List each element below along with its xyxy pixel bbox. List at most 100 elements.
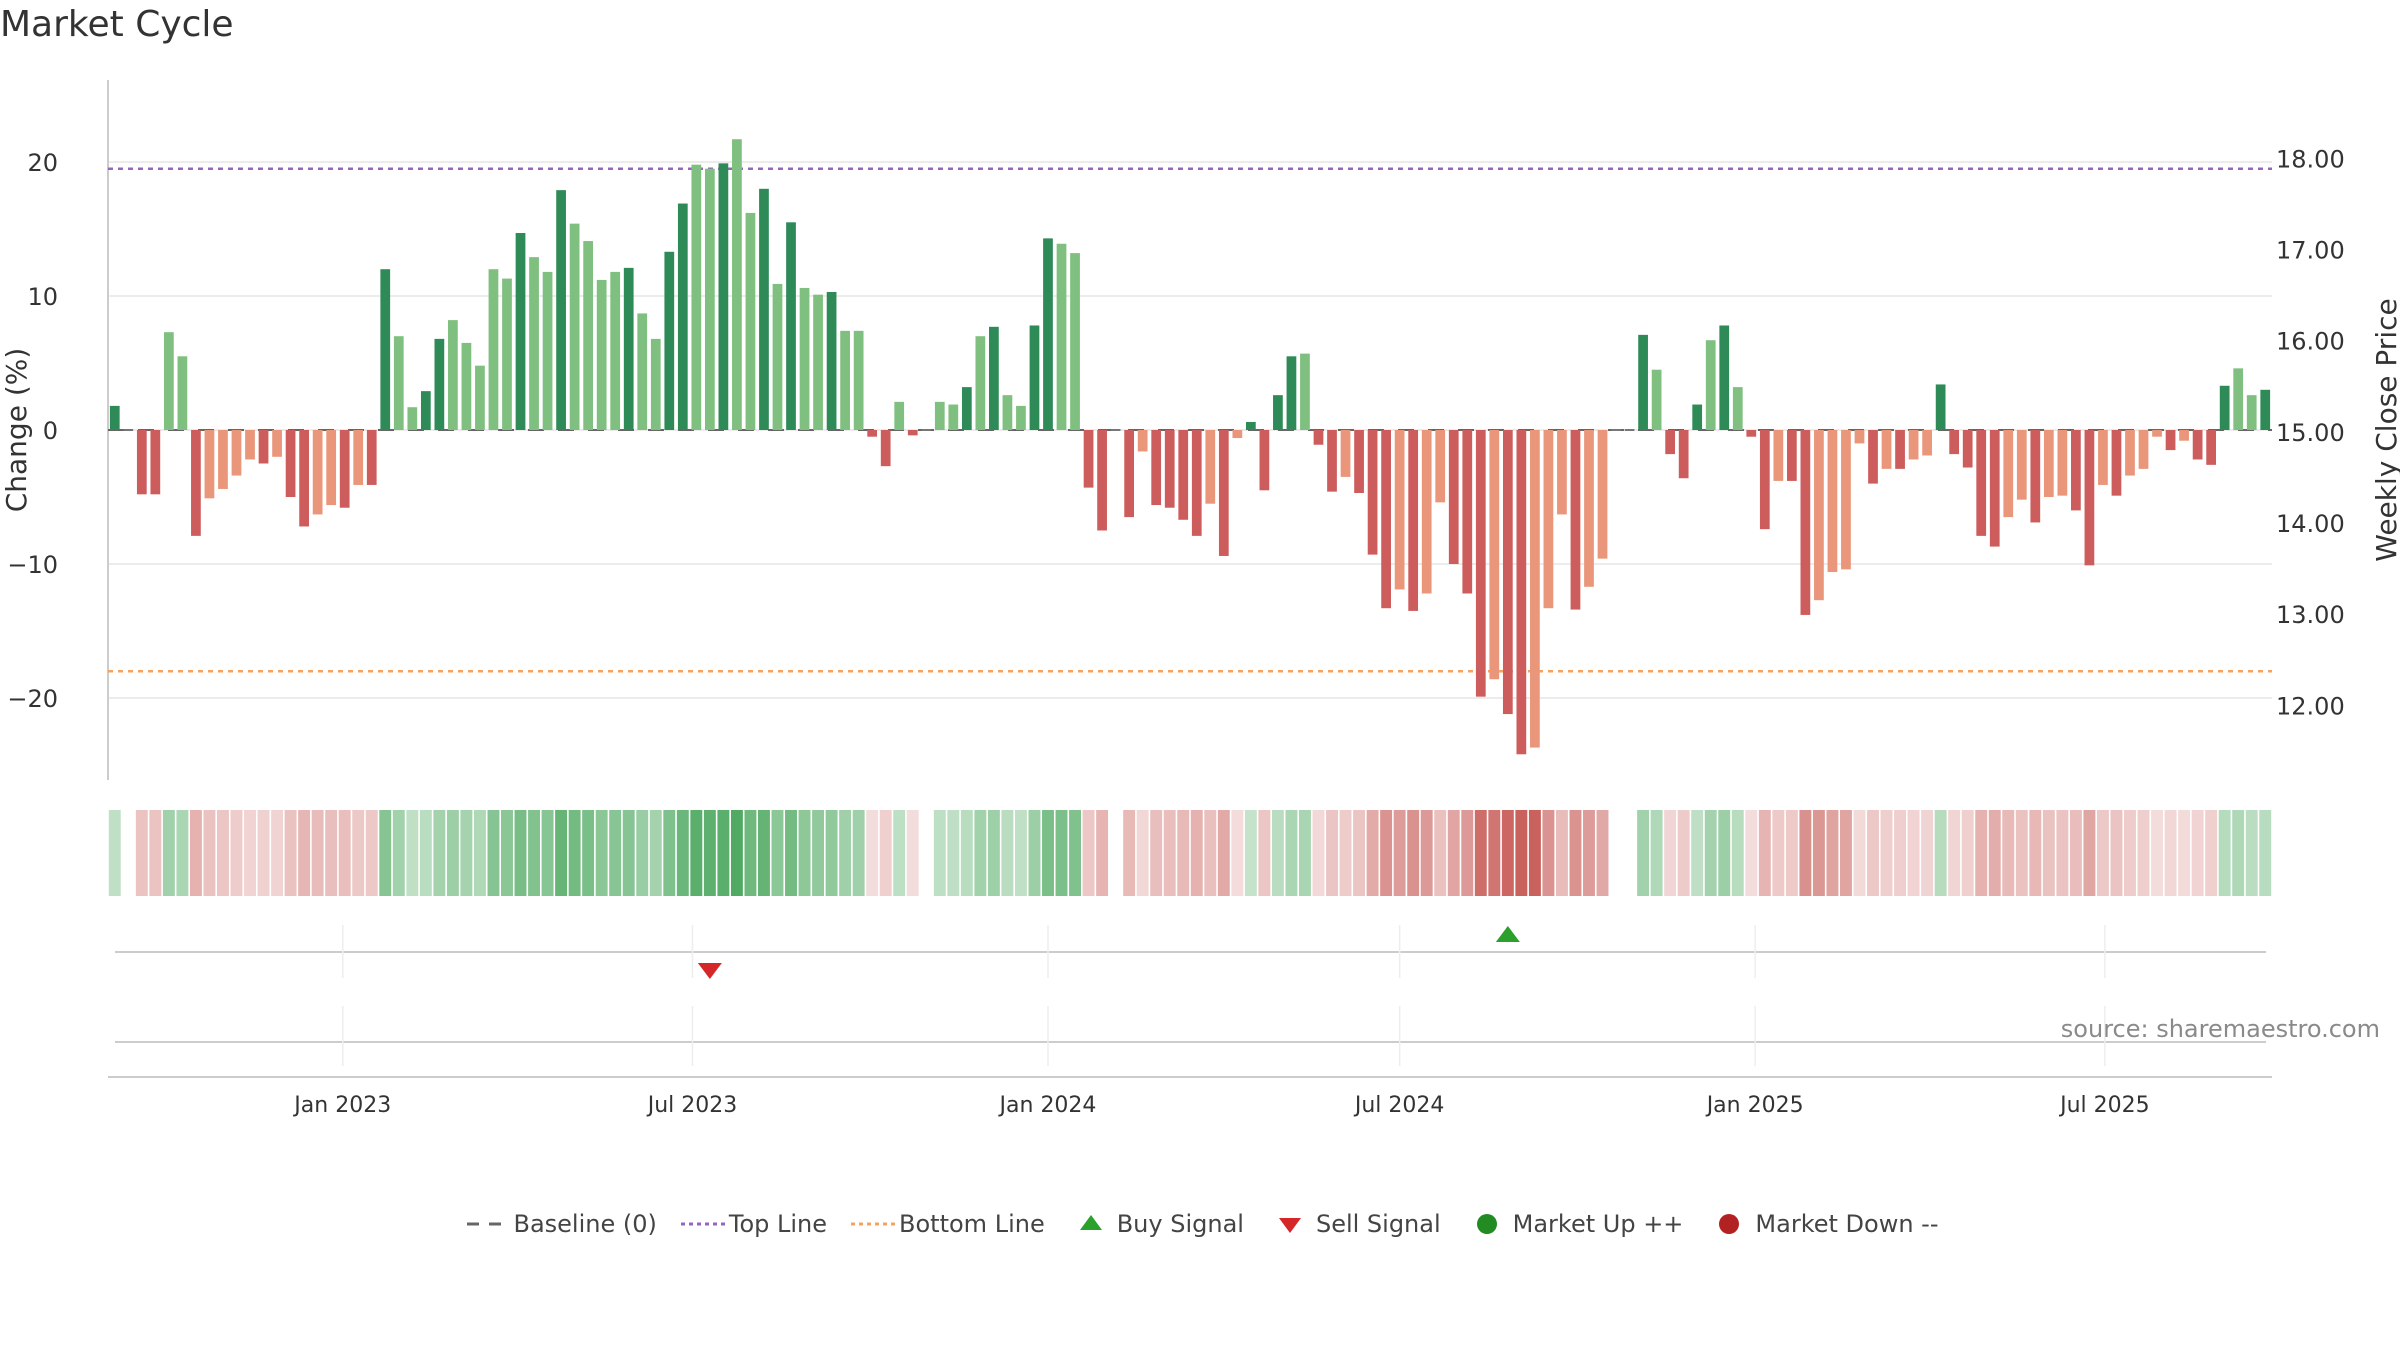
bar [704, 168, 715, 430]
bar [1800, 430, 1811, 615]
heat-cell [1718, 810, 1731, 896]
x-tick-label: Jan 2025 [1705, 1093, 1804, 1118]
bar [745, 212, 756, 430]
bar [272, 430, 282, 457]
y2-axis-title: Weekly Close Price [2370, 298, 2400, 561]
heat-cell [1488, 810, 1501, 896]
bar [1692, 404, 1703, 430]
bar [2111, 430, 2122, 496]
heat-cell [1190, 810, 1203, 896]
bar [1732, 387, 1743, 430]
bar [583, 241, 594, 430]
heat-cell [1528, 810, 1541, 896]
buy-signal-marker [1495, 926, 1520, 942]
heat-cell [1082, 810, 1095, 896]
bar [772, 283, 783, 430]
bar [1827, 430, 1838, 573]
heat-cell [1569, 810, 1582, 896]
bar [1786, 430, 1797, 481]
heat-cell [1677, 810, 1690, 896]
bar [461, 342, 472, 430]
bar [1232, 430, 1243, 439]
bar [1286, 356, 1297, 430]
bar [1327, 430, 1337, 492]
bar [1475, 430, 1486, 697]
bar [813, 294, 823, 430]
bar [1448, 430, 1459, 564]
bar [326, 430, 337, 506]
bar [2152, 430, 2162, 437]
bar [1178, 430, 1189, 520]
heat-cell [771, 810, 784, 896]
bar [1719, 325, 1730, 430]
change-bars [109, 139, 2271, 755]
bar [109, 405, 120, 430]
sell-signal-marker [697, 963, 722, 979]
heat-cell [217, 810, 229, 896]
heat-cell [1231, 810, 1244, 896]
legend-item-sell-signal: Sell Signal [1264, 1210, 1441, 1238]
bar [515, 233, 526, 430]
heat-cell [879, 810, 892, 896]
heat-cell [1271, 810, 1284, 896]
bar [907, 430, 918, 436]
heat-cell [162, 810, 175, 896]
heat-cell [2245, 810, 2258, 896]
bar [1124, 430, 1135, 518]
heat-cell [1704, 810, 1717, 896]
bar [569, 223, 580, 430]
bar [1435, 430, 1446, 503]
bar [1597, 430, 1608, 559]
bar [1056, 243, 1067, 430]
heat-cell [1772, 810, 1785, 896]
heat-cell [676, 810, 689, 896]
heat-cell [609, 810, 622, 896]
bar [177, 356, 188, 430]
heat-cell [1664, 810, 1677, 896]
heat-cell [1542, 810, 1555, 896]
bar [407, 407, 418, 430]
bar [1502, 430, 1513, 715]
heat-cell [2232, 810, 2245, 896]
bar [650, 338, 661, 430]
bar [1530, 430, 1540, 748]
top-line-dash-icon [677, 1211, 729, 1237]
y-tick-label: −20 [7, 685, 58, 713]
heat-cell [1136, 810, 1149, 896]
heat-cell [1150, 810, 1163, 896]
heat-cell [2015, 810, 2028, 896]
bar [2016, 430, 2027, 500]
legend-label-bottom-line: Bottom Line [899, 1210, 1045, 1238]
heat-cell [1461, 810, 1474, 896]
heat-cell [1948, 810, 1961, 896]
heat-cell [379, 810, 392, 896]
heat-cell [1123, 810, 1136, 896]
heat-cell [2164, 810, 2177, 896]
heat-cell [622, 810, 635, 896]
red-dot-icon [1703, 1211, 1755, 1237]
bar [1070, 253, 1080, 430]
bar [1543, 430, 1554, 609]
heat-cell [1853, 810, 1866, 896]
bar [718, 163, 729, 430]
heat-cell [920, 810, 932, 896]
heat-cell [149, 810, 162, 896]
bar [732, 139, 742, 430]
bar [1218, 430, 1229, 556]
bar [786, 222, 796, 430]
legend-item-buy-signal: Buy Signal [1065, 1210, 1244, 1238]
bar [610, 271, 621, 430]
bar [867, 430, 878, 437]
y2-tick-label: 15.00 [2276, 419, 2345, 447]
heat-cell [1447, 810, 1460, 896]
heat-cell [974, 810, 987, 896]
heat-cell [2191, 810, 2204, 896]
x-tick-label: Jan 2023 [292, 1093, 391, 1118]
heat-cell [1758, 810, 1771, 896]
heat-cell [2178, 810, 2191, 896]
heat-cell [649, 810, 662, 896]
bar [312, 430, 323, 515]
bar [1421, 430, 1432, 594]
bar [1016, 405, 1026, 430]
heat-cell [122, 810, 134, 896]
